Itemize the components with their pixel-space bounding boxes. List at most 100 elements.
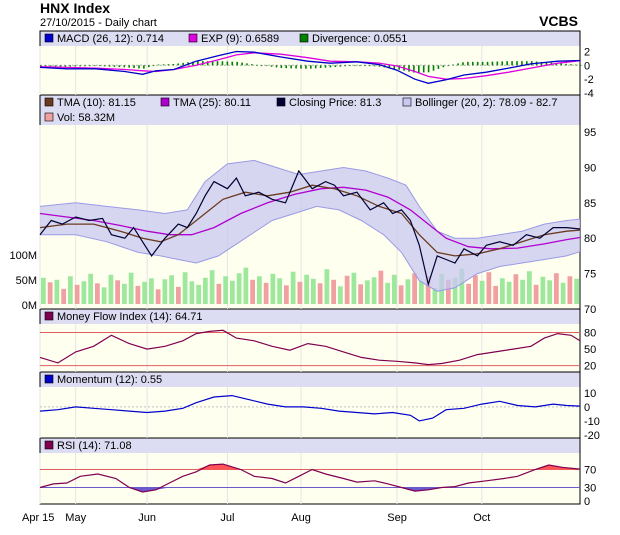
volume-bar	[365, 280, 370, 304]
divergence-bar	[123, 65, 126, 68]
volume-bar	[533, 284, 539, 304]
y-tick-label: 50	[584, 344, 596, 356]
legend-swatch	[44, 33, 54, 43]
divergence-bar	[98, 65, 101, 67]
divergence-bar	[486, 61, 489, 66]
divergence-bar	[378, 65, 381, 67]
y-tick-label: 0	[584, 402, 590, 414]
legend-swatch	[299, 33, 309, 43]
volume-bar	[95, 283, 100, 304]
divergence-bar	[329, 65, 332, 68]
divergence-bar	[241, 62, 243, 66]
volume-bar	[155, 289, 161, 304]
volume-bar	[432, 287, 438, 304]
legend-label: Closing Price: 81.3	[289, 97, 381, 109]
volume-bar	[270, 273, 276, 304]
volume-bar	[149, 278, 154, 304]
legend-label: RSI (14): 71.08	[57, 440, 132, 452]
divergence-bar	[422, 65, 425, 73]
legend-label: Divergence: 0.0551	[312, 33, 407, 45]
y-tick-label: -10	[584, 416, 600, 428]
divergence-bar	[69, 65, 72, 67]
divergence-bar	[290, 65, 292, 69]
x-tick-label: Oct	[473, 512, 490, 524]
divergence-bar	[236, 61, 238, 66]
volume-bar	[196, 284, 201, 304]
divergence-bar	[334, 65, 337, 68]
divergence-bar	[280, 65, 283, 69]
legend-swatch	[276, 97, 286, 107]
divergence-bar	[226, 61, 229, 66]
y-tick-label: 0	[584, 496, 590, 508]
divergence-bar	[221, 61, 224, 66]
divergence-bar	[89, 65, 91, 67]
volume-bar	[230, 280, 235, 304]
volume-bar	[574, 278, 579, 304]
divergence-bar	[157, 64, 160, 66]
volume-bar	[425, 276, 431, 304]
legend-label: Bollinger (20, 2): 78.09 - 82.7	[415, 97, 557, 109]
volume-bar	[392, 274, 397, 304]
y-tick-label: 80	[584, 233, 596, 245]
divergence-bar	[94, 65, 96, 67]
chart-title: HNX Index	[40, 0, 111, 16]
legend-swatch	[44, 311, 54, 321]
volume-bar	[236, 273, 242, 304]
volume-bar	[331, 279, 336, 304]
divergence-bar	[260, 65, 263, 67]
volume-bar	[324, 269, 330, 304]
divergence-bar	[64, 65, 67, 67]
volume-bar	[540, 276, 546, 304]
volume-bar	[176, 286, 181, 304]
divergence-bar	[501, 61, 504, 66]
volume-bar	[284, 285, 289, 304]
divergence-bar	[476, 61, 479, 66]
divergence-bar	[167, 64, 170, 66]
divergence-bar	[324, 65, 327, 68]
divergence-bar	[540, 61, 543, 66]
legend-strip	[40, 309, 580, 324]
y-tick-label: 0	[584, 60, 590, 72]
legend-strip	[40, 438, 580, 453]
legend-swatch	[44, 112, 54, 122]
legend-label: Vol: 58.32M	[57, 112, 115, 124]
divergence-bar	[138, 65, 140, 69]
volume-bar	[358, 284, 363, 304]
divergence-bar	[349, 65, 351, 67]
volume-bar	[527, 271, 532, 304]
divergence-bar	[192, 61, 194, 66]
divergence-bar	[457, 63, 459, 66]
legend-label: TMA (25): 80.11	[173, 97, 251, 109]
volume-bar	[459, 268, 465, 304]
divergence-bar	[59, 65, 62, 67]
divergence-bar	[344, 65, 346, 67]
divergence-bar	[118, 65, 121, 68]
divergence-bar	[49, 65, 52, 67]
divergence-bar	[560, 63, 562, 66]
divergence-bar	[182, 62, 184, 66]
volume-bar	[412, 273, 417, 304]
divergence-bar	[143, 65, 145, 69]
volume-bar	[108, 274, 114, 304]
volume-bar	[378, 270, 384, 304]
divergence-bar	[398, 65, 400, 70]
volume-bar	[466, 283, 471, 304]
volume-bar	[263, 282, 269, 304]
divergence-bar	[359, 65, 361, 67]
divergence-bar	[84, 65, 86, 67]
volume-bar	[446, 279, 451, 304]
y-tick-label: -4	[584, 88, 594, 100]
divergence-bar	[128, 65, 130, 68]
volume-bar	[54, 279, 60, 304]
divergence-bar	[388, 65, 391, 69]
y-tick-label: 70	[584, 465, 596, 477]
volume-bar	[520, 279, 525, 304]
y-tick-label: 90	[584, 162, 596, 174]
divergence-bar	[162, 64, 165, 66]
legend-label: EXP (9): 0.6589	[201, 33, 279, 45]
divergence-bar	[481, 61, 484, 66]
x-tick-label: Aug	[291, 512, 311, 524]
volume-bar	[169, 275, 174, 304]
volume-bar	[351, 272, 357, 304]
volume-bar	[311, 278, 316, 304]
